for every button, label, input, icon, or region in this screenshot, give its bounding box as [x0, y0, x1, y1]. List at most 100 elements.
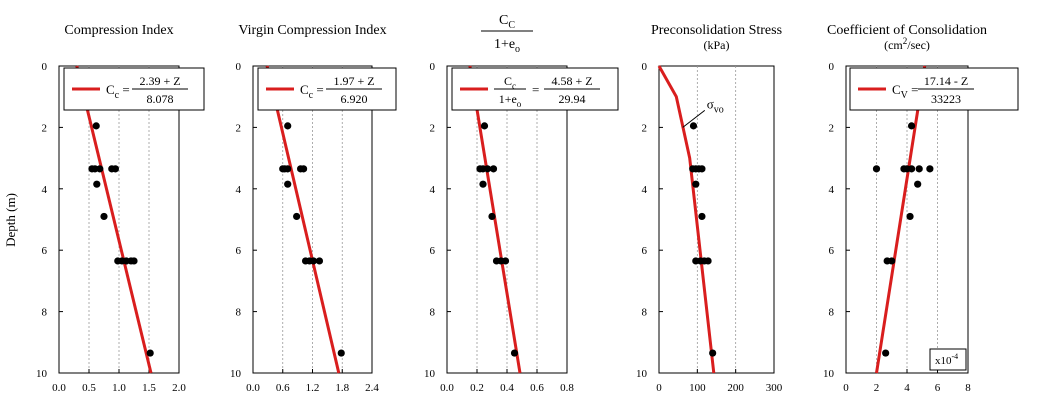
y-tick-label: 0	[236, 61, 242, 73]
x-tick-label: 300	[766, 382, 783, 394]
equation-numerator: 4.58 + Z	[551, 74, 592, 88]
data-point	[309, 257, 318, 265]
fit-line	[657, 65, 716, 374]
data-point	[882, 349, 890, 357]
multiplier-box	[929, 348, 967, 371]
y-tick-label: 0	[42, 61, 48, 73]
data-point	[293, 212, 301, 221]
data-point	[510, 349, 519, 357]
x-tick-label: 1.8	[335, 382, 349, 394]
data-point	[284, 165, 292, 173]
data-point	[689, 122, 698, 130]
equation-denominator: 33223	[931, 92, 961, 106]
y-tick-label: 4	[829, 184, 835, 196]
equation-denominator: 8.078	[147, 92, 174, 106]
fit-line	[468, 65, 522, 374]
y-tick-label: 8	[829, 307, 835, 319]
data-point	[872, 165, 881, 173]
data-point	[480, 122, 489, 130]
data-point	[692, 180, 700, 188]
panel-title: Compression Index	[64, 23, 173, 38]
data-point	[488, 212, 496, 221]
annotation-sigma-vo: σvo	[707, 96, 724, 115]
data-point	[483, 165, 492, 173]
data-point	[915, 165, 923, 173]
x-tick-label: 0.0	[52, 382, 66, 394]
x-tick-label: 1.0	[112, 382, 126, 394]
equation-lhs-denominator: 1+eo	[499, 92, 522, 109]
panel-4: Preconsolidation Stress(kPa) 0 100 200 300 0 2…	[636, 23, 783, 394]
x-tick-label: 6	[935, 382, 941, 394]
y-tick-label: 0	[642, 61, 648, 73]
data-point	[337, 349, 345, 357]
x-tick-label: 1.2	[306, 382, 320, 394]
data-point	[914, 180, 922, 188]
x-tick-label: 4	[904, 382, 910, 394]
data-point	[698, 212, 706, 221]
multiplier-label: x10-4	[935, 352, 958, 367]
x-tick-label: 0.6	[530, 382, 544, 394]
x-tick-label: 0.6	[276, 382, 290, 394]
x-tick-label: 2	[874, 382, 880, 394]
data-point	[479, 180, 487, 188]
equation-lhs-numerator: Cc	[504, 74, 516, 91]
x-tick-label: 0.4	[500, 382, 514, 394]
y-tick-label: 0	[829, 61, 835, 73]
data-point	[92, 122, 100, 130]
fit-line	[265, 65, 341, 374]
annotation-leader-line	[682, 110, 706, 128]
data-point	[146, 349, 154, 357]
y-tick-label: 2	[42, 122, 48, 134]
y-tick-label: 8	[42, 307, 48, 319]
equation-numerator: 2.39 + Z	[139, 74, 180, 88]
x-tick-label: 0.5	[82, 382, 96, 394]
x-tick-label: 200	[727, 382, 744, 394]
data-point	[501, 257, 510, 265]
equation-numerator: 17.14 - Z	[924, 74, 968, 88]
x-tick-label: 0.0	[440, 382, 454, 394]
panel-title: Virgin Compression Index	[238, 23, 386, 38]
y-tick-label: 10	[36, 368, 48, 380]
data-point	[100, 212, 108, 221]
data-point	[93, 180, 101, 188]
panel-title: Coefficient of Consolidation	[827, 23, 987, 38]
panel-subtitle: (kPa)	[704, 38, 730, 52]
panel-title: Preconsolidation Stress	[651, 23, 782, 38]
y-tick-label: 8	[430, 307, 436, 319]
data-point	[906, 212, 914, 221]
data-point	[284, 180, 292, 188]
x-tick-label: 100	[689, 382, 706, 394]
data-point	[96, 165, 104, 173]
panel-2: Virgin Compression Index 0.0 0.6 1.2 1.8 2.4 0…	[230, 23, 397, 394]
panel-3: CC1+eo0.0 0.2 0.4 0.6 0.80246810Cc1+eo=4.58 …	[424, 13, 619, 394]
y-tick-label: 4	[42, 184, 48, 196]
y-tick-label: 4	[430, 184, 436, 196]
x-tick-label: 0.0	[246, 382, 260, 394]
data-point	[315, 257, 324, 265]
equation-denominator: 6.920	[341, 92, 368, 106]
equation-equals: =	[532, 82, 539, 97]
y-tick-label: 2	[829, 122, 835, 134]
data-point	[907, 165, 916, 173]
title-denominator: 1+eo	[494, 37, 520, 55]
y-tick-label: 6	[829, 245, 835, 257]
equation-lhs: Cc =	[300, 82, 324, 101]
equation-legend: Cc = 2.39 + Z 8.078	[63, 67, 205, 111]
equation-legend: Cc1+eo = 4.58 + Z 29.94	[451, 67, 619, 111]
data-point	[489, 165, 498, 173]
x-tick-label: 0	[656, 382, 662, 394]
y-tick-label: 10	[424, 368, 436, 380]
y-tick-label: 2	[642, 122, 648, 134]
y-tick-label: 4	[236, 184, 242, 196]
data-point	[709, 349, 717, 357]
fit-line	[75, 65, 153, 374]
equation-legend: CV = 17.14 - Z 33223	[849, 67, 1019, 111]
y-tick-label: 10	[636, 368, 648, 380]
data-point	[926, 165, 934, 173]
panel-5: Coefficient of Consolidation(cm2/sec) 0 2 4…	[823, 23, 1019, 394]
y-tick-label: 6	[642, 245, 648, 257]
x-tick-label: 8	[965, 382, 971, 394]
x-tick-label: 0.8	[560, 382, 574, 394]
data-point	[284, 122, 292, 130]
